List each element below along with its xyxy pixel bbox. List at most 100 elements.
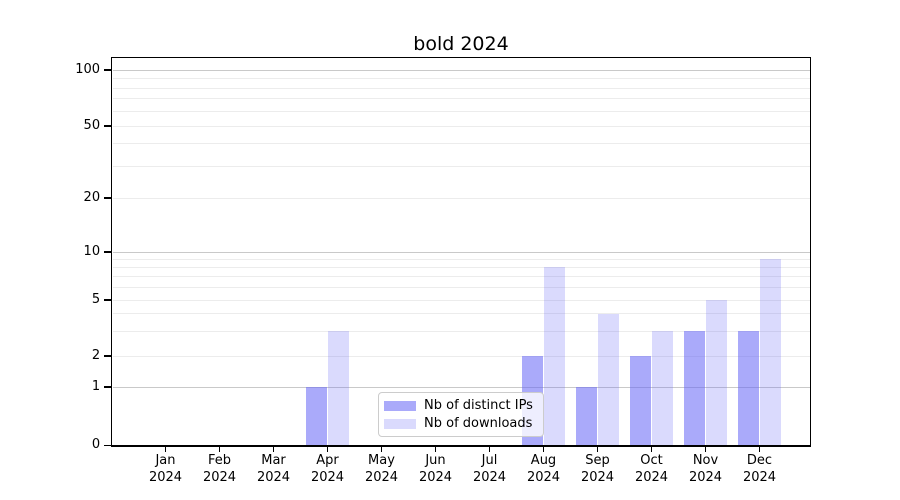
- y-tick-label-50: 50: [83, 118, 101, 133]
- gridline-minor-40: [112, 143, 810, 145]
- x-tick-label-apr-2024: Apr 2024: [296, 452, 360, 486]
- x-tick-label-mar-2024: Mar 2024: [242, 452, 306, 486]
- bar-distinct-ips-nov-2024: [683, 331, 706, 446]
- bar-downloads-oct-2024: [651, 331, 674, 446]
- x-tick-label-feb-2024: Feb 2024: [188, 452, 252, 486]
- bar-distinct-ips-oct-2024: [629, 356, 652, 446]
- gridline-minor-90: [112, 78, 810, 79]
- x-tick-mar-2024: [272, 446, 275, 453]
- gridline-major-10: [112, 251, 810, 253]
- gridline-minor-6: [112, 286, 810, 288]
- gridline-minor-50: [112, 125, 810, 127]
- x-tick-label-year: 2024: [472, 470, 507, 486]
- x-tick-label-sep-2024: Sep 2024: [566, 452, 630, 486]
- x-tick-label-month: Apr: [316, 453, 339, 469]
- x-tick-jul-2024: [488, 446, 491, 453]
- x-tick-label-aug-2024: Aug 2024: [512, 452, 576, 486]
- x-tick-label-month: Jan: [155, 453, 176, 469]
- x-tick-label-month: Dec: [746, 453, 773, 469]
- x-tick-label-year: 2024: [202, 470, 237, 486]
- x-tick-label-year: 2024: [634, 470, 669, 486]
- bar-distinct-ips-dec-2024: [737, 331, 760, 446]
- bar-downloads-sep-2024: [597, 313, 620, 446]
- gridline-minor-2: [112, 355, 810, 357]
- axis-bottom-spine: [111, 445, 812, 447]
- gridline-major-100: [112, 69, 810, 71]
- gridline-minor-20: [112, 197, 810, 199]
- y-tick-label-0: 0: [91, 437, 101, 453]
- x-tick-label-year: 2024: [418, 470, 453, 486]
- x-tick-sep-2024: [596, 446, 599, 453]
- x-tick-apr-2024: [326, 446, 329, 453]
- x-tick-label-may-2024: May 2024: [350, 452, 414, 486]
- x-tick-nov-2024: [704, 446, 707, 453]
- x-tick-label-month: Mar: [261, 453, 286, 469]
- axis-left-spine: [111, 58, 113, 447]
- y-tick-label-20: 20: [83, 190, 101, 205]
- x-tick-label-month: Jul: [481, 453, 498, 469]
- legend: Nb of distinct IPs Nb of downloads: [378, 392, 544, 437]
- y-tick-50: [104, 125, 112, 127]
- y-tick-5: [104, 299, 112, 301]
- x-tick-label-month: Oct: [640, 453, 663, 469]
- y-tick-label-5: 5: [91, 292, 101, 307]
- y-tick-label-1: 1: [91, 379, 101, 394]
- bar-downloads-dec-2024: [759, 259, 782, 446]
- x-tick-label-nov-2024: Nov 2024: [674, 452, 738, 486]
- gridline-minor-5: [112, 299, 810, 301]
- y-tick-label-100: 100: [75, 62, 101, 77]
- gridline-minor-60: [112, 110, 810, 112]
- legend-swatch-distinct-ips: [384, 401, 416, 411]
- x-tick-label-year: 2024: [310, 470, 345, 486]
- x-tick-label-month: Sep: [585, 453, 610, 469]
- x-tick-dec-2024: [758, 446, 761, 453]
- gridline-minor-30: [112, 165, 810, 167]
- y-tick-10: [104, 251, 112, 253]
- x-tick-jan-2024: [164, 446, 167, 453]
- x-tick-label-month: May: [368, 453, 395, 469]
- x-tick-may-2024: [380, 446, 383, 453]
- gridline-minor-7: [112, 276, 810, 278]
- axis-top-spine: [111, 56, 812, 58]
- bar-distinct-ips-apr-2024: [305, 387, 328, 446]
- x-tick-label-month: Aug: [530, 453, 557, 469]
- x-tick-label-jul-2024: Jul 2024: [458, 452, 522, 486]
- y-tick-2: [104, 355, 112, 357]
- bar-downloads-aug-2024: [543, 267, 566, 446]
- x-tick-label-dec-2024: Dec 2024: [728, 452, 792, 486]
- gridline-major-1: [112, 386, 810, 388]
- legend-swatch-downloads: [384, 419, 416, 429]
- gridline-minor-4: [112, 313, 810, 315]
- x-tick-label-month: Feb: [207, 453, 232, 469]
- x-tick-jun-2024: [434, 446, 437, 453]
- x-tick-label-year: 2024: [364, 470, 399, 486]
- x-tick-label-jan-2024: Jan 2024: [134, 452, 198, 486]
- gridline-minor-70: [112, 98, 810, 100]
- x-tick-label-year: 2024: [256, 470, 291, 486]
- y-tick-label-2: 2: [91, 348, 101, 363]
- x-tick-label-month: Jun: [425, 453, 446, 469]
- y-tick-0: [104, 444, 112, 446]
- legend-item-distinct-ips: Nb of distinct IPs: [384, 397, 537, 415]
- legend-label-downloads: Nb of downloads: [424, 416, 533, 431]
- x-tick-label-oct-2024: Oct 2024: [620, 452, 684, 486]
- x-tick-label-year: 2024: [742, 470, 777, 486]
- x-tick-aug-2024: [542, 446, 545, 453]
- x-tick-label-year: 2024: [688, 470, 723, 486]
- y-tick-1: [104, 386, 112, 388]
- x-tick-label-year: 2024: [580, 470, 615, 486]
- gridline-minor-3: [112, 330, 810, 332]
- legend-label-distinct-ips: Nb of distinct IPs: [424, 398, 533, 413]
- y-tick-100: [104, 69, 112, 71]
- legend-item-downloads: Nb of downloads: [384, 415, 537, 433]
- gridline-minor-9: [112, 258, 810, 260]
- x-tick-label-year: 2024: [526, 470, 561, 486]
- axis-right-spine: [810, 58, 812, 447]
- y-tick-20: [104, 197, 112, 199]
- chart-title: bold 2024: [413, 33, 509, 55]
- gridline-minor-80: [112, 87, 810, 89]
- x-tick-label-jun-2024: Jun 2024: [404, 452, 468, 486]
- bar-distinct-ips-sep-2024: [575, 387, 598, 446]
- bar-downloads-nov-2024: [705, 300, 728, 446]
